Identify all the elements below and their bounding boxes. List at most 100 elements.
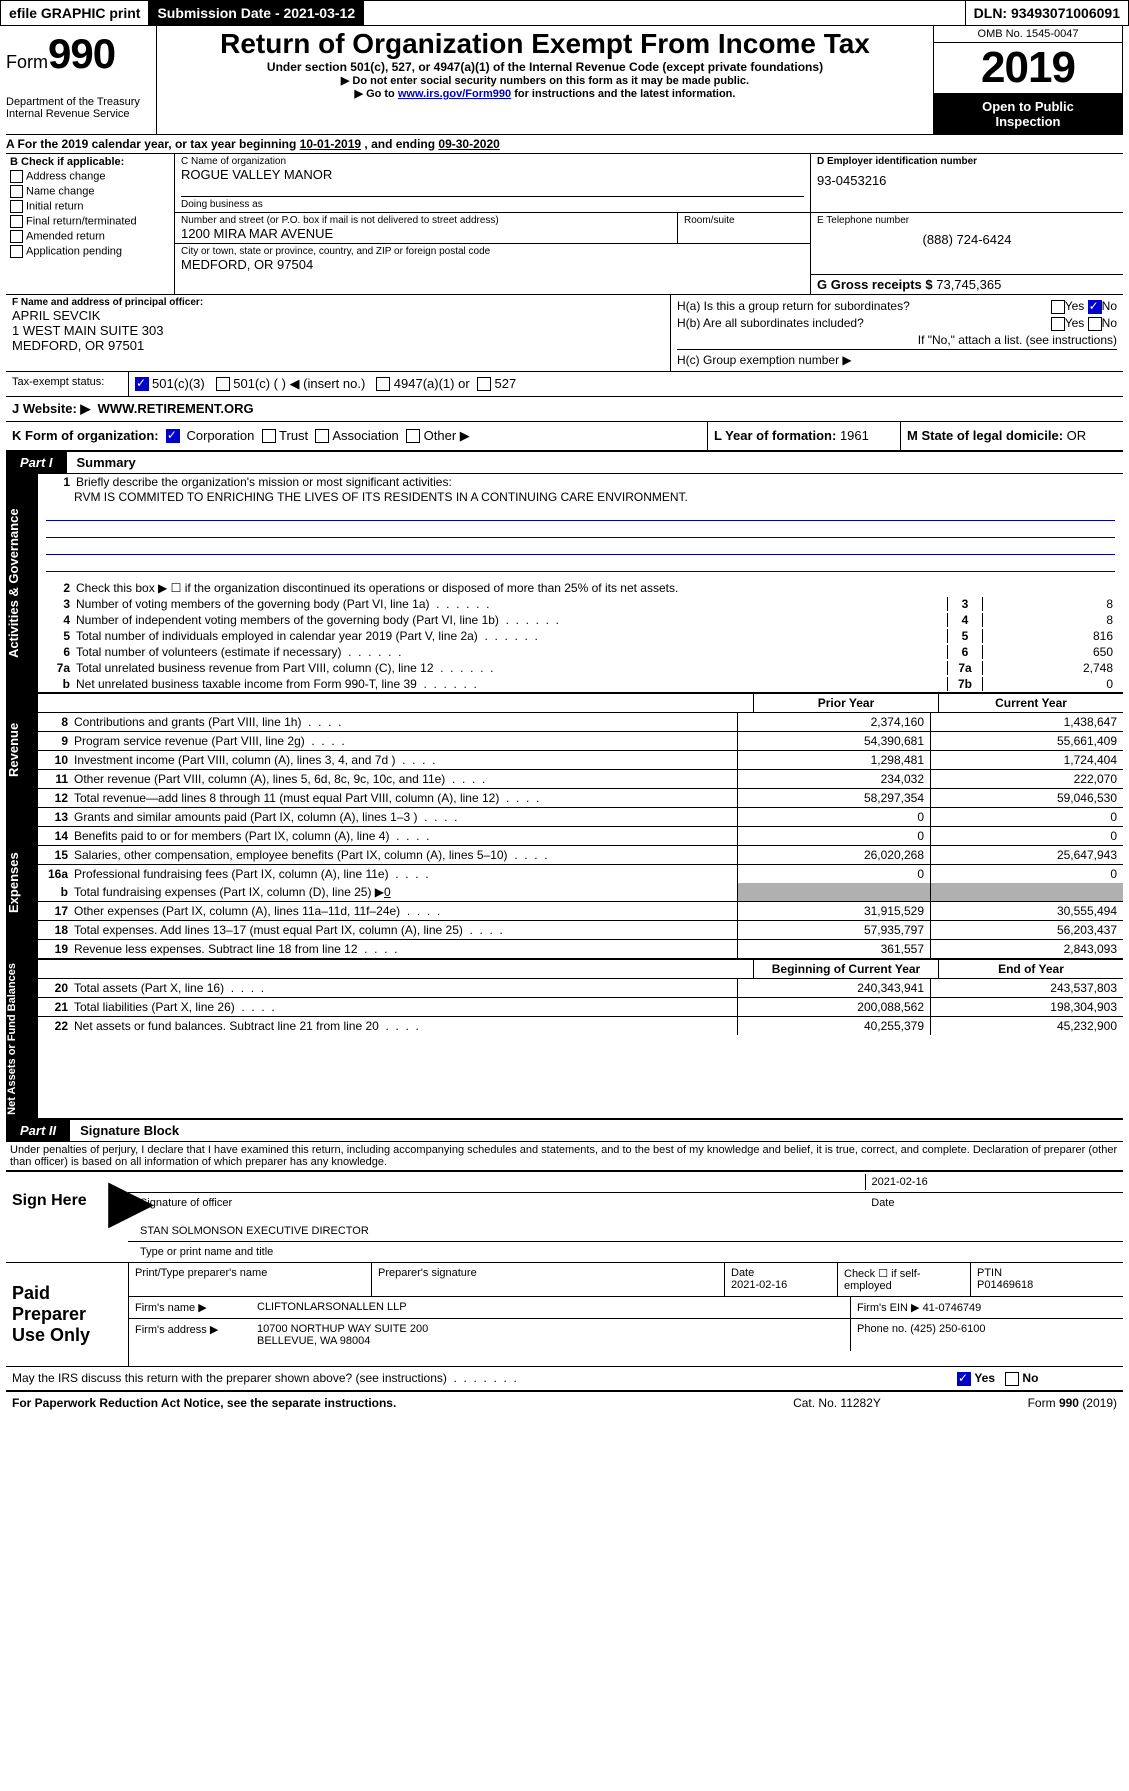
4947-label: 4947(a)(1) or (394, 376, 470, 391)
ha-no-label: No (1102, 299, 1117, 313)
address-change-checkbox[interactable] (10, 170, 23, 183)
part1-tab: Part I (6, 452, 67, 473)
fin-num: 20 (38, 979, 74, 997)
trust-checkbox[interactable] (262, 429, 276, 443)
year-begin: 10-01-2019 (300, 137, 361, 151)
column-b-checkboxes: B Check if applicable: Address change Na… (6, 154, 175, 294)
line-b-c2 (930, 883, 1123, 901)
summary-line: 6 Total number of volunteers (estimate i… (38, 644, 1123, 660)
amended-return-label: Amended return (26, 230, 105, 242)
i-label: Tax-exempt status: (6, 372, 129, 396)
perjury-text: Under penalties of perjury, I declare th… (6, 1141, 1123, 1170)
line-num: 3 (42, 597, 76, 611)
discuss-question: May the IRS discuss this return with the… (12, 1371, 447, 1385)
ha-yes-checkbox[interactable] (1051, 300, 1065, 314)
fin-num: 19 (38, 940, 74, 958)
line-box: 7b (947, 677, 983, 691)
final-return-checkbox[interactable] (10, 215, 23, 228)
officer-name: APRIL SEVCIK (12, 308, 664, 323)
financial-line: 12 Total revenue—add lines 8 through 11 … (38, 789, 1123, 807)
final-return-label: Final return/terminated (26, 215, 137, 227)
firm-name: CLIFTONLARSONALLEN LLP (251, 1297, 851, 1318)
line-text: Net unrelated business taxable income fr… (76, 677, 947, 691)
sign-arrow-icon: ▶ (108, 1172, 128, 1262)
other-checkbox[interactable] (406, 429, 420, 443)
form-title: Return of Organization Exempt From Incom… (163, 28, 927, 60)
527-checkbox[interactable] (477, 377, 491, 391)
city-label: City or town, state or province, country… (181, 246, 804, 257)
financial-line: 18 Total expenses. Add lines 13–17 (must… (38, 921, 1123, 940)
financial-line: 16a Professional fundraising fees (Part … (38, 865, 1123, 883)
financial-line: 14 Benefits paid to or for members (Part… (38, 827, 1123, 846)
line-box: 4 (947, 613, 983, 627)
fin-text: Total liabilities (Part X, line 26) . . … (74, 998, 737, 1016)
financial-line: 8 Contributions and grants (Part VIII, l… (38, 713, 1123, 732)
assoc-checkbox[interactable] (315, 429, 329, 443)
financial-line: 22 Net assets or fund balances. Subtract… (38, 1017, 1123, 1035)
fin-current: 55,661,409 (930, 732, 1123, 750)
fin-text: Contributions and grants (Part VIII, lin… (74, 713, 737, 731)
fin-num: 17 (38, 902, 74, 920)
assoc-label: Association (332, 428, 398, 443)
discuss-yes-checkbox[interactable] (957, 1372, 971, 1386)
line-value: 0 (983, 677, 1119, 691)
prep-h4: Check ☐ if self-employed (838, 1263, 971, 1296)
mission-text: RVM IS COMMITED TO ENRICHING THE LIVES O… (38, 490, 1123, 504)
fin-current: 0 (930, 808, 1123, 826)
501c-checkbox[interactable] (216, 377, 230, 391)
submission-date: Submission Date - 2021-03-12 (149, 1, 364, 25)
fin-current: 1,438,647 (930, 713, 1123, 731)
sig-officer-label: Signature of officer (134, 1195, 865, 1211)
address-change-label: Address change (26, 170, 106, 182)
discuss-no-checkbox[interactable] (1005, 1372, 1019, 1386)
hb-no-checkbox[interactable] (1088, 317, 1102, 331)
501c3-checkbox[interactable] (135, 377, 149, 391)
line-num: 7a (42, 661, 76, 675)
phone-label: E Telephone number (817, 215, 1117, 226)
dln-label: DLN: 93493071006091 (966, 1, 1128, 25)
line-value: 816 (983, 629, 1119, 643)
prior-year-head: Prior Year (753, 694, 938, 712)
org-name: ROGUE VALLEY MANOR (181, 167, 804, 182)
fin-text: Professional fundraising fees (Part IX, … (74, 865, 737, 883)
line-b-text: Total fundraising expenses (Part IX, col… (74, 885, 384, 899)
sig-name: STAN SOLMONSON EXECUTIVE DIRECTOR (134, 1223, 1117, 1239)
b-title: B Check if applicable: (10, 156, 170, 168)
discuss-no-label: No (1022, 1371, 1038, 1385)
ha-no-checkbox[interactable] (1088, 300, 1102, 314)
end-year-head: End of Year (938, 960, 1123, 978)
summary-line: 7a Total unrelated business revenue from… (38, 660, 1123, 676)
amended-return-checkbox[interactable] (10, 230, 23, 243)
hc-label: H(c) Group exemption number ▶ (677, 353, 852, 367)
inspect-1: Open to Public (982, 99, 1074, 114)
4947-checkbox[interactable] (376, 377, 390, 391)
fin-num: 16a (38, 865, 74, 883)
initial-return-checkbox[interactable] (10, 200, 23, 213)
fin-num: 22 (38, 1017, 74, 1035)
dept-treasury: Department of the Treasury (6, 96, 156, 108)
irs-link[interactable]: www.irs.gov/Form990 (398, 88, 511, 100)
line-value: 8 (983, 597, 1119, 611)
officer-label: F Name and address of principal officer: (12, 297, 664, 308)
financial-line: 11 Other revenue (Part VIII, column (A),… (38, 770, 1123, 789)
mission-line (46, 504, 1115, 521)
application-pending-checkbox[interactable] (10, 245, 23, 258)
line-text: Total number of volunteers (estimate if … (76, 645, 947, 659)
prep-ptin: P01469618 (977, 1279, 1033, 1291)
fin-current: 25,647,943 (930, 846, 1123, 864)
corp-checkbox[interactable] (166, 429, 180, 443)
firm-name-label: Firm's name ▶ (129, 1297, 251, 1318)
discuss-yes-label: Yes (974, 1371, 995, 1385)
fin-prior: 2,374,160 (737, 713, 930, 731)
prep-h5: PTIN (977, 1267, 1002, 1279)
fin-current: 222,070 (930, 770, 1123, 788)
fin-prior: 200,088,562 (737, 998, 930, 1016)
hb-yes-checkbox[interactable] (1051, 317, 1065, 331)
l-value: 1961 (840, 428, 869, 443)
fin-text: Investment income (Part VIII, column (A)… (74, 751, 737, 769)
subtitle-3b: for instructions and the latest informat… (511, 88, 735, 100)
subtitle-2: ▶ Do not enter social security numbers o… (163, 74, 927, 87)
name-change-checkbox[interactable] (10, 185, 23, 198)
fin-num: 18 (38, 921, 74, 939)
gross-label: G Gross receipts $ (817, 277, 936, 292)
